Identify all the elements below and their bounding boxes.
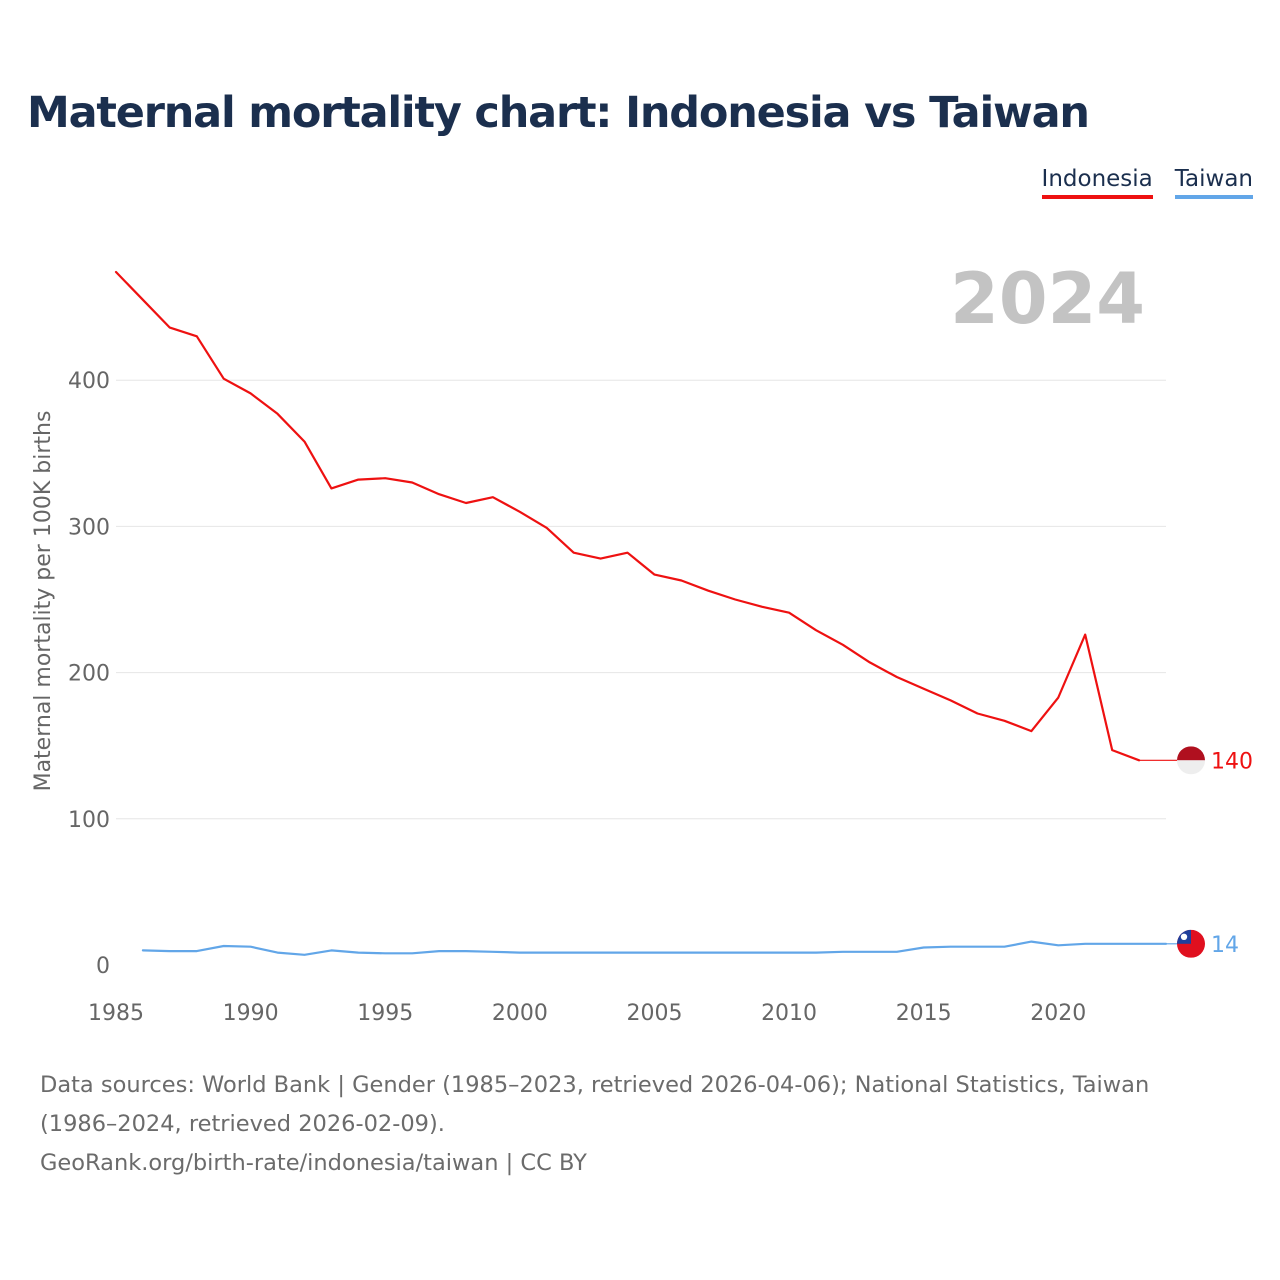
line-chart: 2024 Maternal mortality per 100K births … [31, 258, 1253, 1026]
y-axis-label: Maternal mortality per 100K births [31, 411, 56, 792]
y-tick-label: 400 [68, 369, 110, 394]
axis-layer: 0 100 200 300 400 1985 1990 1995 2000 2005 2010 201… [68, 369, 1086, 1026]
end-value-label-indonesia: 140 [1211, 749, 1253, 774]
x-tick-label: 1985 [88, 1001, 144, 1026]
legend-item-taiwan[interactable]: Taiwan [1174, 166, 1253, 199]
x-tick-label: 1990 [223, 1001, 279, 1026]
grid-layer [116, 379, 1166, 820]
indonesia-flag-icon [1177, 746, 1205, 775]
chart-footer: Data sources: World Bank | Gender (1985–… [40, 1066, 1240, 1183]
marker-layer: 140 14 [1177, 746, 1253, 958]
series-line-taiwan[interactable] [141, 940, 1168, 956]
data-sources-line: Data sources: World Bank | Gender (1985–… [40, 1072, 1150, 1098]
series-line-indonesia[interactable] [114, 270, 1141, 762]
year-overlay: 2024 [950, 258, 1145, 340]
y-tick-label: 200 [68, 662, 110, 687]
legend-item-indonesia[interactable]: Indonesia [1041, 166, 1153, 199]
x-tick-label: 1995 [357, 1001, 413, 1026]
chart-legend: Indonesia Taiwan [1041, 166, 1253, 199]
series-layer [114, 270, 1177, 956]
y-tick-label: 0 [96, 954, 110, 979]
page-title: Maternal mortality chart: Indonesia vs T… [27, 88, 1090, 138]
end-value-label-taiwan: 14 [1211, 933, 1239, 958]
x-tick-label: 2000 [492, 1001, 548, 1026]
x-tick-label: 2010 [761, 1001, 817, 1026]
x-tick-label: 2005 [626, 1001, 682, 1026]
data-sources-line-2: (1986–2024, retrieved 2026-02-09). [40, 1111, 445, 1137]
y-tick-label: 300 [68, 515, 110, 540]
taiwan-flag-icon [1177, 929, 1205, 958]
y-tick-label: 100 [68, 808, 110, 833]
x-tick-label: 2015 [896, 1001, 952, 1026]
attribution-link[interactable]: GeoRank.org/birth-rate/indonesia/taiwan … [40, 1150, 587, 1176]
x-tick-label: 2020 [1030, 1001, 1086, 1026]
